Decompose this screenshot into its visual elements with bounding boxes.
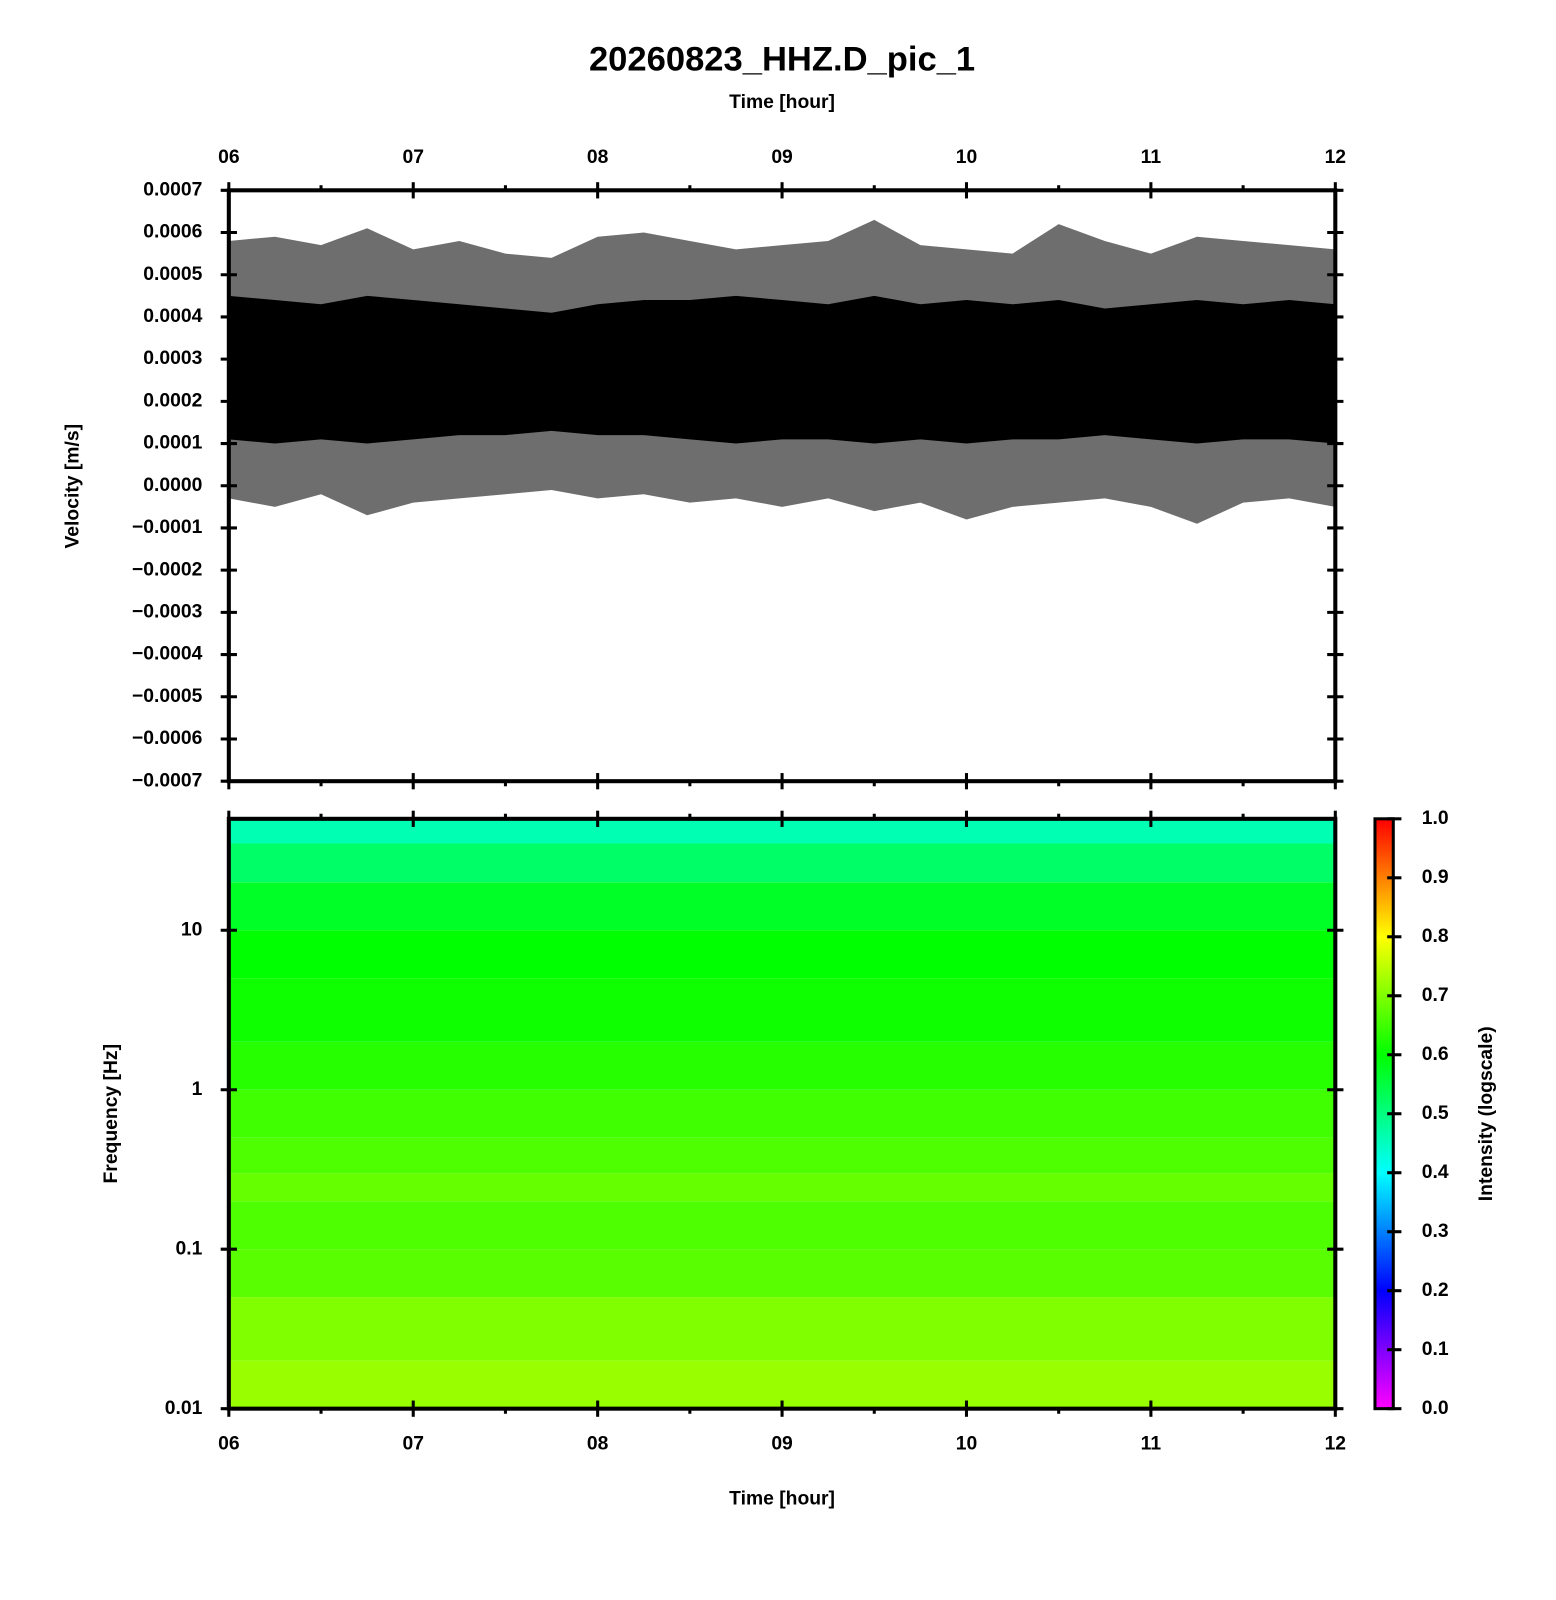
y-tick-label: −0.0001: [132, 517, 203, 538]
y-tick-label: −0.0002: [132, 559, 202, 580]
x-tick-label: 06: [218, 1433, 240, 1454]
y-tick-label: 0.0002: [143, 390, 202, 411]
y-tick-label: 0.1: [176, 1238, 203, 1259]
y-tick-label: −0.0006: [132, 728, 203, 749]
colorbar-tick-label: 0.8: [1422, 926, 1449, 947]
x-tick-label: 10: [956, 1433, 977, 1454]
y-tick-label: 0.0003: [143, 348, 202, 369]
x-axis-title: Time [hour]: [729, 1488, 835, 1509]
spectrogram-cell: [228, 1297, 1336, 1361]
spectrogram-cell: [228, 1041, 1336, 1090]
colorbar-tick-label: 0.6: [1422, 1044, 1449, 1065]
colorbar-tick-label: 0.3: [1422, 1221, 1449, 1242]
x-tick-label: 07: [402, 147, 423, 168]
colorbar-tick-label: 0.7: [1422, 985, 1449, 1006]
y-tick-label: 0.0005: [143, 264, 202, 285]
y-axis-title: Frequency [Hz]: [101, 1044, 122, 1183]
colorbar-tick-label: 0.5: [1422, 1103, 1449, 1124]
x-axis-title: Time [hour]: [729, 92, 835, 113]
x-tick-label: 11: [1141, 147, 1162, 168]
colorbar-tick-label: 1.0: [1422, 808, 1449, 829]
x-tick-label: 09: [771, 147, 793, 168]
colorbar-title: Intensity (logscale): [1476, 1026, 1497, 1201]
spectrogram-cell: [228, 843, 1336, 883]
y-tick-label: −0.0005: [132, 686, 203, 707]
x-tick-label: 11: [1141, 1433, 1162, 1454]
y-tick-label: 0.0007: [143, 179, 202, 200]
y-tick-label: 10: [181, 919, 202, 940]
x-tick-label: 12: [1325, 1433, 1346, 1454]
colorbar-tick-label: 0.1: [1422, 1339, 1449, 1360]
spectrogram-cell: [228, 1201, 1336, 1250]
colorbar-tick-label: 0.0: [1422, 1398, 1449, 1419]
colorbar-tick-label: 0.9: [1422, 867, 1449, 888]
colorbar-tick-label: 0.4: [1422, 1162, 1449, 1183]
x-tick-label: 08: [587, 1433, 609, 1454]
y-tick-label: 0.01: [165, 1398, 203, 1419]
y-tick-label: 0.0004: [143, 306, 202, 327]
colorbar-tick-label: 0.2: [1422, 1280, 1449, 1301]
y-tick-label: −0.0003: [132, 601, 203, 622]
y-tick-label: −0.0007: [132, 770, 202, 791]
y-tick-label: 0.0006: [143, 222, 202, 243]
spectrogram-cell: [228, 1249, 1336, 1298]
spectrogram-cell: [228, 1173, 1336, 1202]
y-tick-label: −0.0004: [132, 644, 203, 665]
x-tick-label: 07: [402, 1433, 423, 1454]
y-tick-label: 0.0000: [143, 475, 202, 496]
x-tick-label: 09: [771, 1433, 793, 1454]
spectrogram-cell: [228, 1137, 1336, 1174]
spectrogram-cell: [228, 930, 1336, 979]
y-tick-label: 1: [192, 1079, 203, 1100]
spectrogram-cell: [228, 882, 1336, 931]
x-tick-label: 10: [956, 147, 977, 168]
chart-title: 20260823_HHZ.D_pic_1: [589, 40, 975, 78]
y-tick-label: 0.0001: [143, 433, 202, 454]
y-axis-title: Velocity [m/s]: [62, 424, 83, 549]
x-tick-label: 06: [218, 147, 240, 168]
spectrogram-cell: [228, 978, 1336, 1042]
x-tick-label: 08: [587, 147, 609, 168]
x-tick-label: 12: [1325, 147, 1346, 168]
spectrogram-cell: [228, 1089, 1336, 1138]
waveform-core: [228, 295, 1336, 444]
